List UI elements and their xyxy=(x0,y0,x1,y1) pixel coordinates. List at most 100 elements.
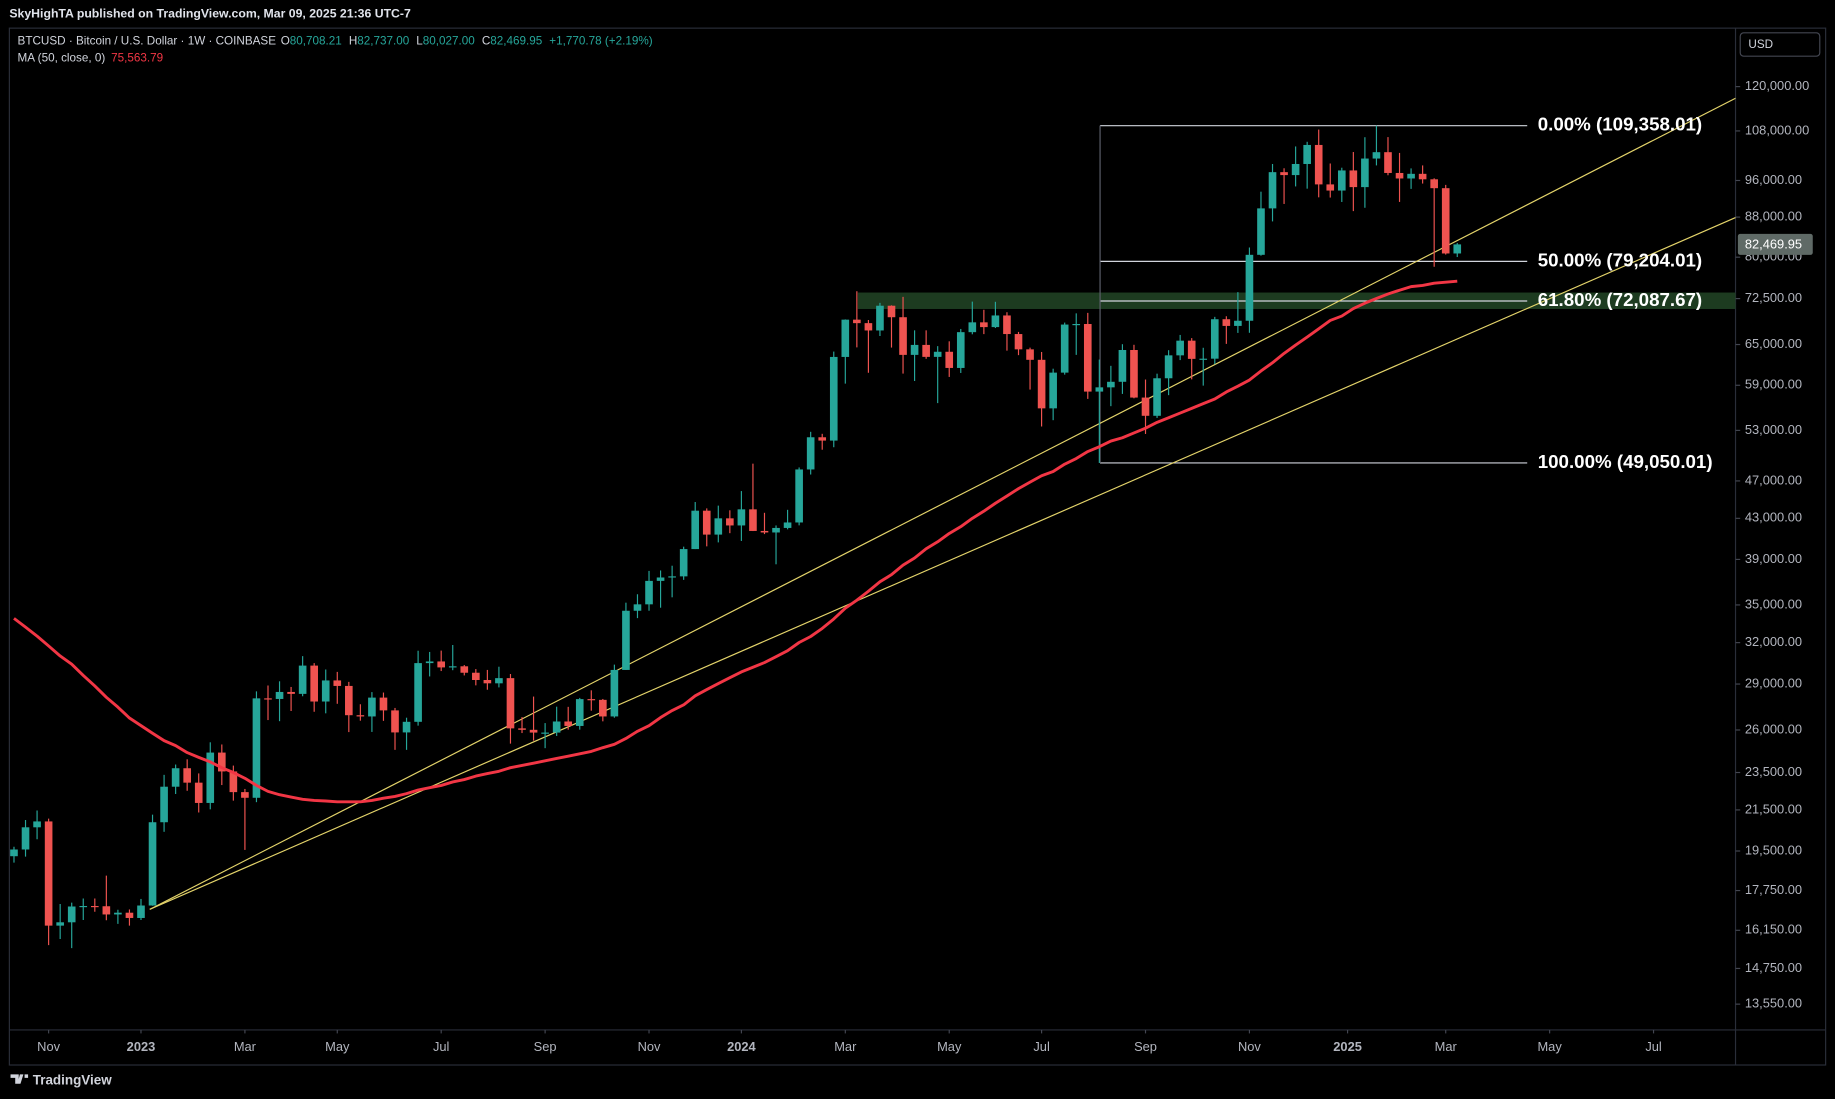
candle-body xyxy=(922,344,930,357)
legend-value: 80,027.00 xyxy=(423,35,475,48)
trendline xyxy=(149,217,1736,910)
candle-body xyxy=(1003,315,1011,335)
fib-label: 0.00% (109,358.01) xyxy=(1538,114,1702,135)
fib-label: 100.00% (49,050.01) xyxy=(1538,451,1713,472)
candle-body xyxy=(10,849,18,857)
candle-body xyxy=(472,672,480,681)
candle-body xyxy=(575,699,584,726)
x-tick-label: 2025 xyxy=(1333,1039,1362,1054)
candle-body xyxy=(102,906,111,915)
candle-body xyxy=(1049,372,1057,409)
candle-body xyxy=(633,604,642,611)
y-tick-label: 14,750.00 xyxy=(1745,960,1802,975)
candle-body xyxy=(137,905,145,918)
candle-body xyxy=(599,699,607,717)
plot-area xyxy=(10,97,1736,949)
candle-body xyxy=(333,680,342,686)
candle-body xyxy=(448,666,457,668)
pane-border xyxy=(8,27,1827,1066)
candle-body xyxy=(783,522,792,528)
candle-body xyxy=(945,351,954,368)
legend-key: C xyxy=(482,35,490,48)
candle-body xyxy=(252,698,261,798)
candle-body xyxy=(968,322,977,333)
y-tick-label: 17,750.00 xyxy=(1745,882,1802,897)
candle-body xyxy=(841,319,850,357)
candle-body xyxy=(864,323,873,331)
candle-body xyxy=(1268,172,1277,209)
candle-body xyxy=(610,669,619,717)
y-tick-label: 96,000.00 xyxy=(1745,172,1802,187)
y-tick-label: 21,500.00 xyxy=(1745,801,1802,816)
tradingview-logo xyxy=(10,1074,29,1084)
candle-body xyxy=(460,666,469,673)
candle-body xyxy=(241,792,249,798)
candle-body xyxy=(1222,319,1231,326)
candle-body xyxy=(1257,208,1265,255)
candle-body xyxy=(1395,172,1404,179)
x-tick-label: Nov xyxy=(37,1039,60,1054)
y-tick-label: 59,000.00 xyxy=(1745,377,1802,392)
x-tick-label: Mar xyxy=(834,1039,857,1054)
candle-body xyxy=(702,510,711,535)
candle-body xyxy=(206,752,215,803)
y-tick-label: 53,000.00 xyxy=(1745,422,1802,437)
legend-change: +1,770.78 (+2.19%) xyxy=(549,35,652,48)
candle-body xyxy=(1384,152,1392,173)
candle-body xyxy=(1441,188,1450,254)
candle-body xyxy=(668,576,676,578)
x-tick-label: Mar xyxy=(234,1039,257,1054)
candle-body xyxy=(171,768,180,787)
candle-body xyxy=(1291,163,1300,176)
candle-body xyxy=(345,685,353,716)
candle-body xyxy=(1453,244,1462,254)
candle-body xyxy=(1176,340,1184,356)
x-tick-label: Jul xyxy=(433,1039,449,1054)
ma-legend: MA (50, close, 0) 75,563.79 xyxy=(18,52,164,65)
legend-value: 82,469.95 xyxy=(490,35,542,48)
candle-body xyxy=(298,665,307,694)
candle-body xyxy=(310,665,318,702)
x-tick-label: Jul xyxy=(1033,1039,1049,1054)
legend-value: 82,737.00 xyxy=(357,35,409,48)
candle-body xyxy=(44,821,53,926)
candle-body xyxy=(749,509,757,531)
candle-body xyxy=(1130,349,1138,398)
candle-body xyxy=(737,509,746,526)
candle-body xyxy=(829,356,838,441)
candle-body xyxy=(1234,320,1242,326)
candle-body xyxy=(1107,381,1115,388)
candle-body xyxy=(1095,387,1104,392)
currency-button[interactable] xyxy=(1739,32,1821,57)
candle-body xyxy=(275,691,284,699)
moving-average xyxy=(13,279,1458,804)
currency-label: USD xyxy=(1748,38,1773,51)
symbol: BTCUSD · Bitcoin / U.S. Dollar · 1W · CO… xyxy=(18,35,277,48)
candle-body xyxy=(1245,254,1254,321)
candle-body xyxy=(564,721,573,726)
candle-body xyxy=(1430,179,1438,189)
candle-body xyxy=(1326,184,1335,191)
candle-body xyxy=(287,691,295,694)
candle-body xyxy=(218,752,226,772)
candle-body xyxy=(264,698,272,700)
candle-body xyxy=(125,912,134,918)
legend-key: L xyxy=(416,35,423,48)
x-tick-label: 2023 xyxy=(127,1039,156,1054)
candle-body xyxy=(114,912,122,915)
candle-body xyxy=(1153,378,1161,416)
candle-body xyxy=(818,437,827,441)
y-tick-label: 108,000.00 xyxy=(1745,122,1809,137)
candle-body xyxy=(1361,158,1369,188)
candle-body xyxy=(1280,172,1288,176)
candle-body xyxy=(587,699,596,701)
x-tick-label: May xyxy=(937,1039,962,1054)
y-tick-label: 72,500.00 xyxy=(1745,290,1802,305)
candle-body xyxy=(714,518,723,535)
publish-info: SkyHighTA published on TradingView.com, … xyxy=(9,6,411,20)
candle-body xyxy=(1303,144,1311,164)
y-tick-label: 16,150.00 xyxy=(1745,922,1802,937)
candle-body xyxy=(645,580,653,605)
